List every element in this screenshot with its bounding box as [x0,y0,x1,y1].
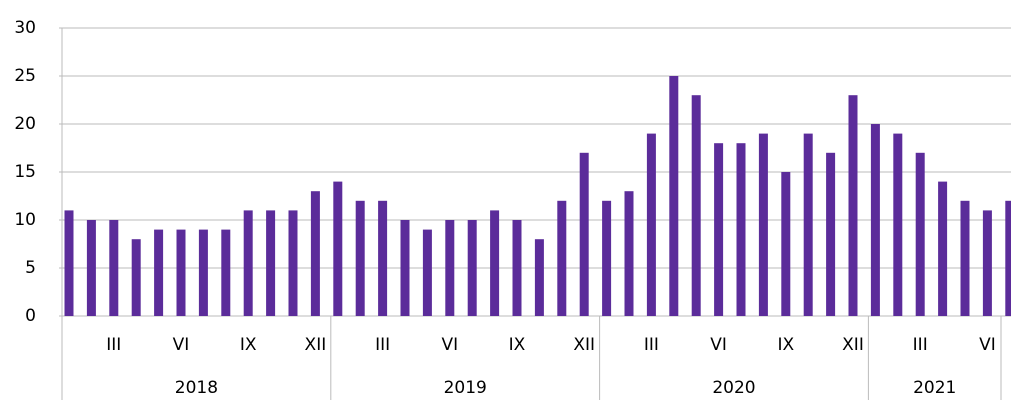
bar [669,76,679,316]
bar [803,133,813,316]
group-label: 2020 [712,378,755,398]
x-tick-label: XII [842,335,864,355]
bar [848,95,858,316]
x-tick-label: IX [777,335,794,355]
bar [960,200,970,316]
group-label: 2018 [175,378,218,398]
bar [736,143,746,316]
bar [512,220,522,316]
bar [534,239,544,316]
bar [176,229,186,316]
bar [579,152,589,316]
x-tick-label: XII [573,335,595,355]
y-tick-label: 25 [14,66,36,86]
x-tick-label: XII [305,335,327,355]
bar [714,143,724,316]
bar [870,124,880,316]
x-tick-label: III [375,335,390,355]
bar [602,200,612,316]
bar [154,229,164,316]
bar [557,200,567,316]
y-tick-label: 30 [14,18,36,38]
bar [624,191,634,316]
bar [400,220,410,316]
bar [915,152,925,316]
bar [826,152,836,316]
bar [64,210,74,316]
bar [490,210,500,316]
bar [938,181,948,316]
x-tick-label: IX [509,335,526,355]
y-tick-label: 15 [14,162,36,182]
x-tick-label: VI [710,335,727,355]
bar [758,133,768,316]
x-tick-label: IX [240,335,257,355]
bar [355,200,365,316]
bar [288,210,298,316]
bar [1005,200,1011,316]
bar [646,133,656,316]
bar [893,133,903,316]
group-label: 2019 [444,378,487,398]
x-tick-label: III [913,335,928,355]
x-tick-label: VI [173,335,190,355]
bar [310,191,320,316]
bar [266,210,276,316]
bar [781,172,791,316]
bar [445,220,455,316]
y-tick-label: 0 [25,306,36,326]
bar [131,239,141,316]
bar [467,220,477,316]
bar [691,95,701,316]
bar [243,210,253,316]
x-tick-label: VI [441,335,458,355]
bar [333,181,343,316]
x-tick-label: III [106,335,121,355]
x-tick-label: III [644,335,659,355]
bar [378,200,388,316]
bar [221,229,231,316]
y-tick-label: 10 [14,210,36,230]
bar [982,210,992,316]
bar [109,220,119,316]
bar [86,220,96,316]
y-tick-label: 20 [14,114,36,134]
group-label: 2021 [913,378,956,398]
y-tick-label: 5 [25,258,36,278]
bar [422,229,432,316]
x-tick-label: VI [979,335,996,355]
bar [198,229,208,316]
